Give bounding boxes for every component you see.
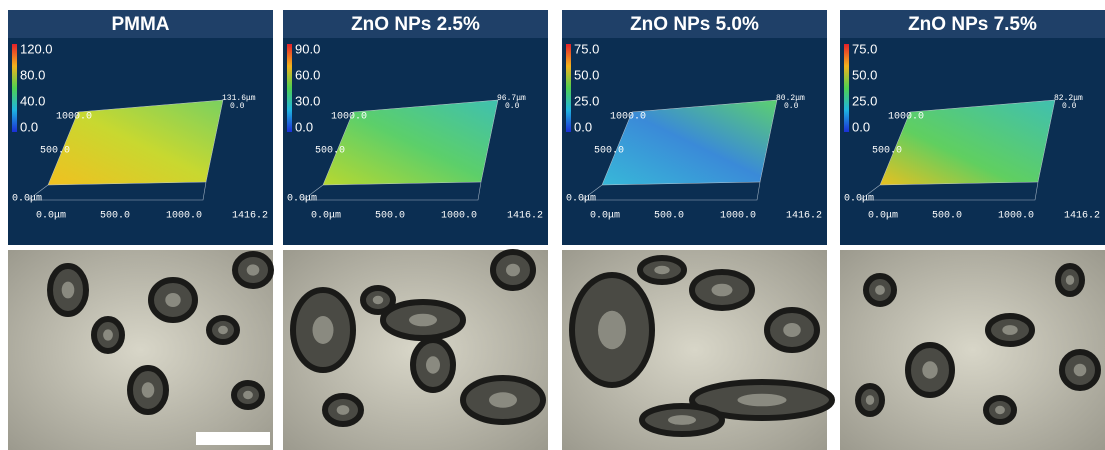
x-axis-label: 500.0 (100, 211, 130, 222)
y-axis-label: 0.0μm (844, 194, 874, 205)
pore-center (165, 293, 180, 307)
scale-label: 0.0 (20, 119, 38, 134)
y-axis-label: 500.0 (594, 146, 624, 157)
scale-bar (196, 432, 270, 445)
pore-center (409, 314, 437, 327)
pore-center (712, 284, 733, 297)
pore-center (875, 285, 885, 295)
scale-label: 50.0 (574, 67, 599, 82)
y-axis-label: 0.0μm (566, 194, 596, 205)
panel-title: ZnO NPs 7.5% (908, 14, 1037, 35)
color-bar (287, 44, 292, 132)
z-min-label: 0.0 (1062, 102, 1077, 111)
panel-title: ZnO NPs 5.0% (630, 14, 759, 35)
x-axis-label: 1000.0 (166, 211, 202, 222)
panel: ZnO NPs 2.5%90.060.030.00.096.7μm0.01000… (283, 10, 548, 450)
scale-label: 75.0 (852, 41, 877, 56)
pore-center (337, 405, 350, 415)
pore-center (426, 356, 440, 374)
y-axis-label: 1000.0 (56, 112, 92, 123)
scale-label: 30.0 (295, 93, 320, 108)
pore-center (218, 326, 228, 334)
x-axis-label: 0.0μm (868, 211, 898, 222)
x-axis-label: 0.0μm (590, 211, 620, 222)
y-axis-label: 500.0 (40, 146, 70, 157)
pore-center (1066, 275, 1074, 285)
pore-center (866, 395, 874, 405)
scale-label: 50.0 (852, 67, 877, 82)
y-axis-label: 0.0μm (287, 194, 317, 205)
pore-center (783, 323, 801, 337)
scale-label: 40.0 (20, 93, 45, 108)
scale-label: 120.0 (20, 41, 53, 56)
x-axis-label: 1000.0 (441, 211, 477, 222)
panel-title: PMMA (111, 14, 169, 35)
x-axis-label: 500.0 (654, 211, 684, 222)
panel-title: ZnO NPs 2.5% (351, 14, 480, 35)
x-axis-label: 500.0 (932, 211, 962, 222)
scale-label: 0.0 (295, 119, 313, 134)
z-min-label: 0.0 (505, 102, 520, 111)
pore-center (598, 311, 626, 350)
x-axis-label: 500.0 (375, 211, 405, 222)
x-axis-label: 0.0μm (311, 211, 341, 222)
x-axis-label: 1416.2 (1064, 211, 1100, 222)
pore-center (738, 394, 787, 407)
scale-label: 90.0 (295, 41, 320, 56)
x-axis-label: 1416.2 (507, 211, 543, 222)
pore-center (922, 361, 937, 379)
pore-center (243, 391, 253, 399)
pore-center (313, 316, 334, 344)
scale-label: 0.0 (852, 119, 870, 134)
color-bar (12, 44, 17, 132)
y-axis-label: 0.0μm (12, 194, 42, 205)
x-axis-label: 1416.2 (786, 211, 822, 222)
panel: PMMA120.080.040.00.0131.6μm0.01000.0500.… (8, 10, 273, 450)
color-bar (566, 44, 571, 132)
pore-center (506, 264, 520, 277)
pore-center (1002, 325, 1017, 335)
figure: PMMA120.080.040.00.0131.6μm0.01000.0500.… (0, 0, 1105, 450)
pore-center (142, 382, 155, 397)
micrograph (8, 250, 273, 450)
x-axis-label: 1000.0 (998, 211, 1034, 222)
pore-center (247, 264, 260, 275)
scale-label: 25.0 (852, 93, 877, 108)
y-axis-label: 1000.0 (331, 112, 367, 123)
pore-center (373, 296, 384, 304)
pore-center (103, 329, 113, 340)
scale-label: 80.0 (20, 67, 45, 82)
z-min-label: 0.0 (230, 102, 245, 111)
y-axis-label: 500.0 (872, 146, 902, 157)
pore-center (1074, 364, 1087, 377)
scale-label: 75.0 (574, 41, 599, 56)
y-axis-label: 1000.0 (888, 112, 924, 123)
pore-center (62, 282, 75, 299)
x-axis-label: 0.0μm (36, 211, 66, 222)
pore-center (489, 392, 517, 407)
pore-center (995, 406, 1005, 414)
pore-center (654, 266, 669, 274)
panel: ZnO NPs 5.0%75.050.025.00.080.2μm0.01000… (562, 10, 832, 450)
pore-center (668, 415, 696, 425)
x-axis-label: 1000.0 (720, 211, 756, 222)
scale-label: 25.0 (574, 93, 599, 108)
scale-label: 0.0 (574, 119, 592, 134)
scale-label: 60.0 (295, 67, 320, 82)
color-bar (844, 44, 849, 132)
y-axis-label: 1000.0 (610, 112, 646, 123)
y-axis-label: 500.0 (315, 146, 345, 157)
x-axis-label: 1416.2 (232, 211, 268, 222)
panel: ZnO NPs 7.5%75.050.025.00.082.2μm0.01000… (840, 10, 1105, 450)
z-min-label: 0.0 (784, 102, 799, 111)
